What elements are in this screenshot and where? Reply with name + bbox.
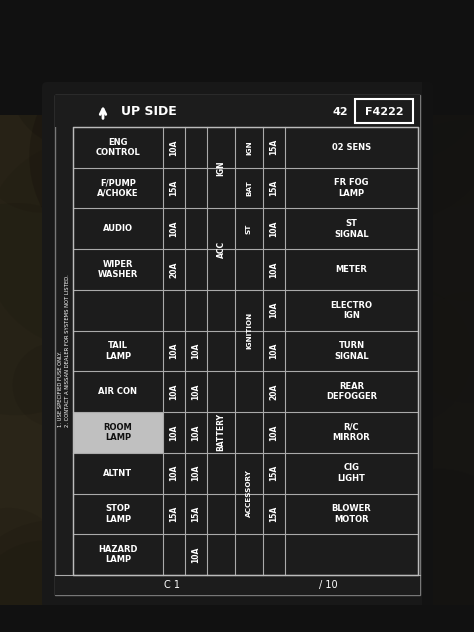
Circle shape [182, 91, 287, 197]
Text: ACCESSORY: ACCESSORY [246, 470, 252, 518]
Circle shape [12, 343, 97, 427]
Text: 10A: 10A [270, 221, 279, 237]
Text: BATTERY: BATTERY [217, 413, 226, 451]
Text: 10A: 10A [170, 384, 179, 400]
Circle shape [48, 0, 159, 76]
Text: ACC: ACC [217, 241, 226, 258]
Text: ST: ST [246, 224, 252, 234]
Text: 1. USE SPECIFIED FUSE ONLY.
2. CONTACT A NISSAN DEALER FOR SYSTEMS NOT LISTED.: 1. USE SPECIFIED FUSE ONLY. 2. CONTACT A… [58, 275, 70, 427]
Text: R/C
MIRROR: R/C MIRROR [333, 423, 370, 442]
Circle shape [282, 6, 474, 224]
Text: METER: METER [336, 265, 367, 274]
Text: 20A: 20A [270, 384, 279, 400]
Circle shape [330, 284, 472, 425]
Text: STOP
LAMP: STOP LAMP [105, 504, 131, 523]
Text: ELECTRO
IGN: ELECTRO IGN [330, 301, 373, 320]
Bar [55, 95, 420, 595]
Bar [355, 99, 413, 123]
Text: 10A: 10A [170, 465, 179, 482]
Text: 10A: 10A [170, 139, 179, 155]
Text: 10A: 10A [191, 343, 201, 359]
Text: IGN: IGN [217, 160, 226, 176]
Bar [55, 575, 420, 595]
Text: WIPER
WASHER: WIPER WASHER [98, 260, 138, 279]
Text: 15A: 15A [270, 465, 279, 482]
Text: 15A: 15A [170, 180, 179, 196]
Circle shape [29, 43, 256, 269]
Text: 02 SENS: 02 SENS [332, 143, 371, 152]
Circle shape [0, 203, 122, 415]
Text: 10A: 10A [170, 221, 179, 237]
Text: 15A: 15A [191, 506, 201, 522]
Circle shape [153, 183, 246, 276]
Text: HAZARD
LAMP: HAZARD LAMP [98, 545, 138, 564]
Text: C 1: C 1 [164, 580, 180, 590]
Text: ROOM
LAMP: ROOM LAMP [104, 423, 132, 442]
Text: F4222: F4222 [365, 107, 403, 117]
Text: 10A: 10A [270, 343, 279, 359]
Text: TAIL
LAMP: TAIL LAMP [105, 341, 131, 361]
Text: 10A: 10A [270, 262, 279, 277]
Text: FR FOG
LAMP: FR FOG LAMP [334, 178, 369, 198]
Text: 15A: 15A [270, 180, 279, 196]
Bar [0, 0, 474, 115]
Text: UP SIDE: UP SIDE [121, 105, 177, 118]
Circle shape [167, 451, 350, 632]
Bar [73, 127, 418, 575]
Text: 10A: 10A [270, 302, 279, 319]
Bar [55, 95, 420, 127]
Text: 10A: 10A [191, 465, 201, 482]
Text: BLOWER
MOTOR: BLOWER MOTOR [332, 504, 371, 523]
Text: IGN: IGN [246, 140, 252, 155]
Text: CIG
LIGHT: CIG LIGHT [337, 463, 365, 483]
Bar [0, 605, 474, 632]
Text: 42: 42 [332, 107, 348, 117]
FancyBboxPatch shape [42, 82, 433, 608]
Text: 15A: 15A [270, 139, 279, 155]
Text: 10A: 10A [170, 343, 179, 359]
Circle shape [0, 140, 193, 349]
Circle shape [319, 349, 424, 454]
Text: 10A: 10A [191, 547, 201, 563]
Circle shape [299, 0, 474, 163]
Bar [422, 75, 474, 615]
Text: 20A: 20A [170, 262, 179, 277]
Circle shape [0, 520, 149, 632]
Circle shape [357, 469, 474, 632]
Circle shape [376, 120, 474, 301]
Text: 10A: 10A [170, 424, 179, 441]
Text: 10A: 10A [191, 424, 201, 441]
Circle shape [259, 0, 381, 89]
Circle shape [83, 59, 202, 177]
Circle shape [10, 22, 136, 147]
Circle shape [96, 275, 263, 442]
Text: BAT: BAT [246, 180, 252, 196]
Text: REAR
DEFOGGER: REAR DEFOGGER [326, 382, 377, 401]
Text: 10A: 10A [270, 424, 279, 441]
Circle shape [0, 78, 109, 212]
Text: ALTNT: ALTNT [103, 469, 133, 478]
Circle shape [0, 508, 64, 619]
Circle shape [79, 450, 202, 573]
Circle shape [228, 216, 297, 285]
Text: 10A: 10A [191, 384, 201, 400]
Text: AIR CON: AIR CON [99, 387, 137, 396]
Text: TURN
SIGNAL: TURN SIGNAL [334, 341, 369, 361]
Circle shape [0, 540, 118, 632]
Text: F/PUMP
A/CHOKE: F/PUMP A/CHOKE [97, 178, 139, 198]
Text: 15A: 15A [270, 506, 279, 522]
Text: ST
SIGNAL: ST SIGNAL [334, 219, 369, 238]
Bar [73, 412, 163, 453]
Text: IGNITION: IGNITION [246, 312, 252, 349]
Text: ENG
CONTROL: ENG CONTROL [96, 138, 140, 157]
Text: / 10: / 10 [319, 580, 338, 590]
Circle shape [82, 505, 273, 632]
Text: AUDIO: AUDIO [103, 224, 133, 233]
Text: 15A: 15A [170, 506, 179, 522]
Circle shape [341, 0, 439, 66]
